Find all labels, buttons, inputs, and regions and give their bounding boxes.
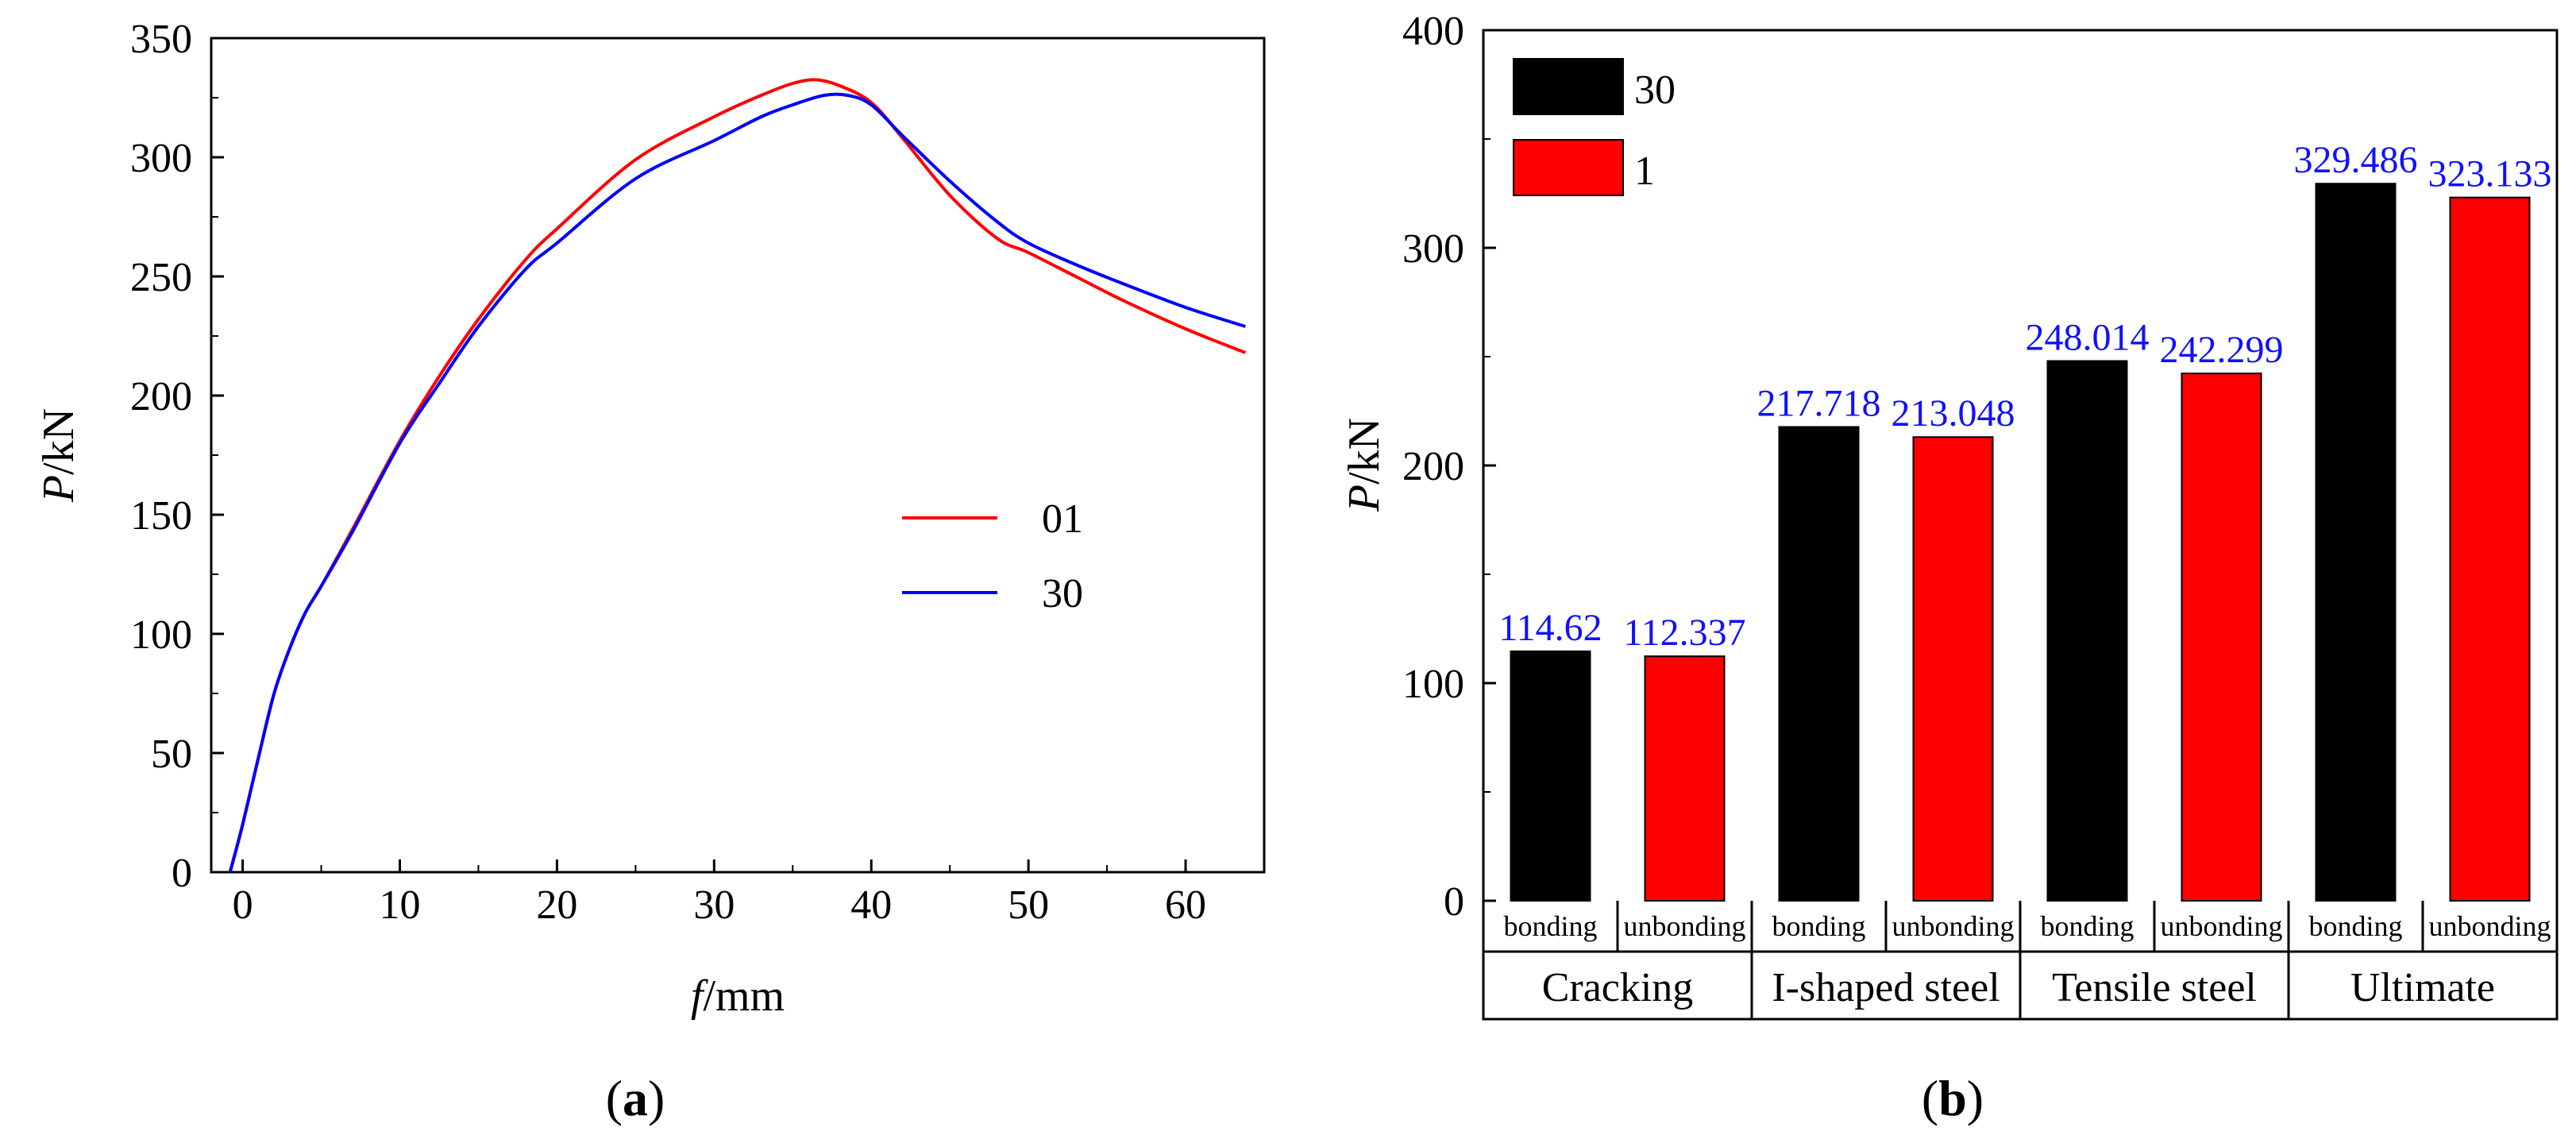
x-tick-label: 40 [850,882,892,928]
panel-b-bars [1510,183,2531,902]
bar-value-label: 114.62 [1498,607,1602,649]
subcategory-label: unbonding [1623,910,1745,942]
bar [1644,655,1726,902]
legend-label-30: 30 [1634,68,1676,113]
x-tick-label: 10 [379,882,420,928]
bar [1912,436,1994,902]
group-label: Tensile steel [2052,965,2257,1010]
y-tick-label: 200 [1402,444,1464,489]
y-tick-label: 300 [1402,226,1464,272]
y-tick-label: 50 [151,732,192,777]
y-tick-label: 0 [1444,879,1464,925]
bar [2315,183,2397,902]
y-tick-label: 250 [130,255,192,300]
group-label: Ultimate [2350,965,2495,1010]
x-tick-label: 50 [1008,882,1049,928]
y-tick-label: 150 [130,493,192,539]
x-tick-label: 30 [693,882,735,928]
bar [1510,650,1591,902]
bar-value-label: 242.299 [2160,329,2284,371]
legend-label-1: 1 [1634,149,1655,194]
subcategory-label: bonding [1772,910,1865,942]
bar [2046,360,2128,902]
legend-label-01: 01 [1042,496,1083,542]
subcategory-label: bonding [2040,910,2134,942]
subcategory-label: unbonding [2160,910,2282,942]
legend-swatch-1 [1513,139,1624,196]
panel-a-tag: (a) [606,1070,665,1126]
panel-a-series-lines [228,78,1247,873]
subcategory-label: bonding [1503,910,1597,942]
legend-swatch-30 [1513,58,1624,115]
bar [1778,426,1860,902]
y-tick-label: 400 [1402,9,1464,54]
x-tick-label: 0 [233,882,253,928]
panel-a-x-axis-label: f/mm [691,971,785,1021]
subcategory-label: unbonding [2428,910,2551,942]
bar-value-label: 217.718 [1757,382,1881,424]
group-label: I-shaped steel [1772,965,1999,1010]
subcategory-label: bonding [2308,910,2402,942]
y-tick-label: 350 [130,17,192,62]
bar-value-label: 248.014 [2026,316,2150,358]
panel-a-plot-frame [210,37,1266,874]
panel-b-category-table: bonding unbonding bonding unbonding bonding u… [1483,901,2557,1019]
panel-b-legend: 30 1 [1513,58,1676,196]
panel-b-tag: (b) [1922,1070,1984,1126]
y-tick-label: 0 [172,851,192,896]
panel-b-ticks: 0 100 200 300 400 [1402,9,1496,925]
bar [2181,373,2262,902]
group-label: Cracking [1542,965,1694,1010]
subcategory-label: unbonding [1892,910,2014,942]
y-tick-label: 300 [130,136,192,181]
bar-value-label: 329.486 [2294,139,2418,181]
x-tick-label: 60 [1165,882,1206,928]
panel-b-value-labels: 114.62 112.337 217.718 213.048 248.014 242.29… [1498,139,2551,654]
y-tick-label: 100 [130,612,192,658]
y-tick-label: 200 [130,374,192,419]
panel-b-y-axis-label: P/kN [1340,418,1389,512]
panel-a-legend: 01 30 [902,496,1083,616]
legend-label-30: 30 [1042,571,1083,616]
x-tick-label: 20 [536,882,577,928]
bar-value-label: 213.048 [1892,392,2015,434]
y-tick-label: 100 [1402,662,1464,707]
series-line-30 [228,92,1246,873]
panel-b-bar-chart: 0 100 200 300 400 114.62 112.337 217.718 213.04… [1340,9,2559,1126]
bar-value-label: 323.133 [2428,153,2552,195]
bar [2449,196,2531,902]
bar-value-label: 112.337 [1623,612,1745,654]
panel-a-y-axis-label: P/kN [34,408,83,503]
